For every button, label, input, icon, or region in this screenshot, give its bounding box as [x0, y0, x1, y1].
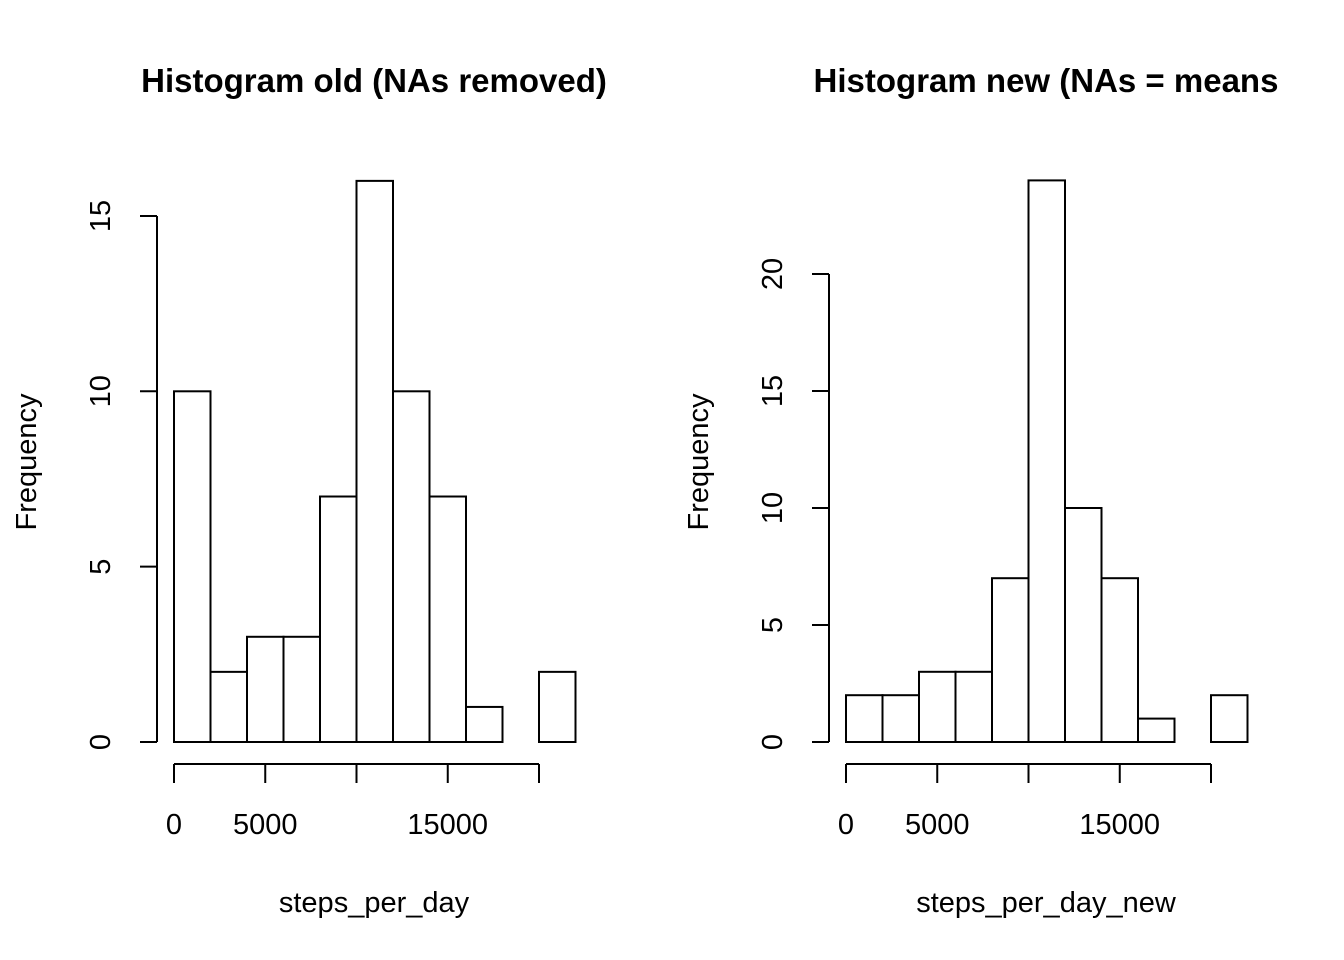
y-tick-label-old: 10: [85, 375, 117, 407]
y-tick-label-new: 5: [757, 617, 789, 633]
x-tick-label-old: 5000: [233, 809, 298, 841]
y-axis-label-new: Frequency: [683, 393, 715, 531]
y-axis-label-old: Frequency: [11, 393, 43, 531]
x-tick-label-new: 0: [838, 809, 854, 841]
histogram-bar-old: [465, 705, 504, 743]
x-tick-label-new: 5000: [905, 809, 970, 841]
y-tick-label-old: 0: [85, 734, 117, 750]
histogram-new-panel: Histogram new (NAs = means steps_per_day…: [683, 62, 1278, 919]
x-tick-label-old: 0: [166, 809, 182, 841]
y-tick-label-old: 5: [85, 559, 117, 575]
histogram-bar-old: [209, 670, 248, 743]
histogram-bar-new: [991, 577, 1030, 744]
chart-title-old: Histogram old (NAs removed): [141, 62, 607, 99]
chart-title-new: Histogram new (NAs = means: [814, 62, 1279, 99]
histogram-bar-new: [1137, 717, 1176, 743]
histogram-bar-new: [1100, 577, 1139, 744]
x-axis-label-old: steps_per_day: [279, 887, 470, 919]
histogram-bar-old: [428, 495, 467, 744]
x-axis-label-new: steps_per_day_new: [916, 887, 1177, 919]
histogram-bar-old: [173, 390, 212, 743]
histogram-bar-new: [845, 694, 884, 744]
y-tick-label-old: 15: [85, 200, 117, 232]
histogram-bar-old: [538, 670, 577, 743]
histogram-bar-new: [918, 670, 957, 743]
y-tick-label-new: 15: [757, 375, 789, 407]
y-tick-label-new: 0: [757, 734, 789, 750]
y-tick-label-new: 20: [757, 258, 789, 290]
histogram-bar-new: [1210, 694, 1249, 744]
histogram-bar-old: [246, 635, 285, 743]
histogram-bar-old: [355, 179, 394, 743]
histogram-bar-old: [282, 635, 321, 743]
histogram-bar-old: [319, 495, 358, 744]
y-tick-label-new: 10: [757, 492, 789, 524]
x-tick-label-new: 15000: [1079, 809, 1160, 841]
histogram-bar-new: [881, 694, 920, 744]
histogram-bar-new: [1027, 179, 1066, 743]
x-tick-label-old: 15000: [407, 809, 488, 841]
histogram-bar-new: [954, 670, 993, 743]
histogram-bar-old: [392, 390, 431, 743]
histogram-old-panel: Histogram old (NAs removed) steps_per_da…: [11, 62, 607, 919]
histogram-bar-new: [1064, 507, 1103, 743]
